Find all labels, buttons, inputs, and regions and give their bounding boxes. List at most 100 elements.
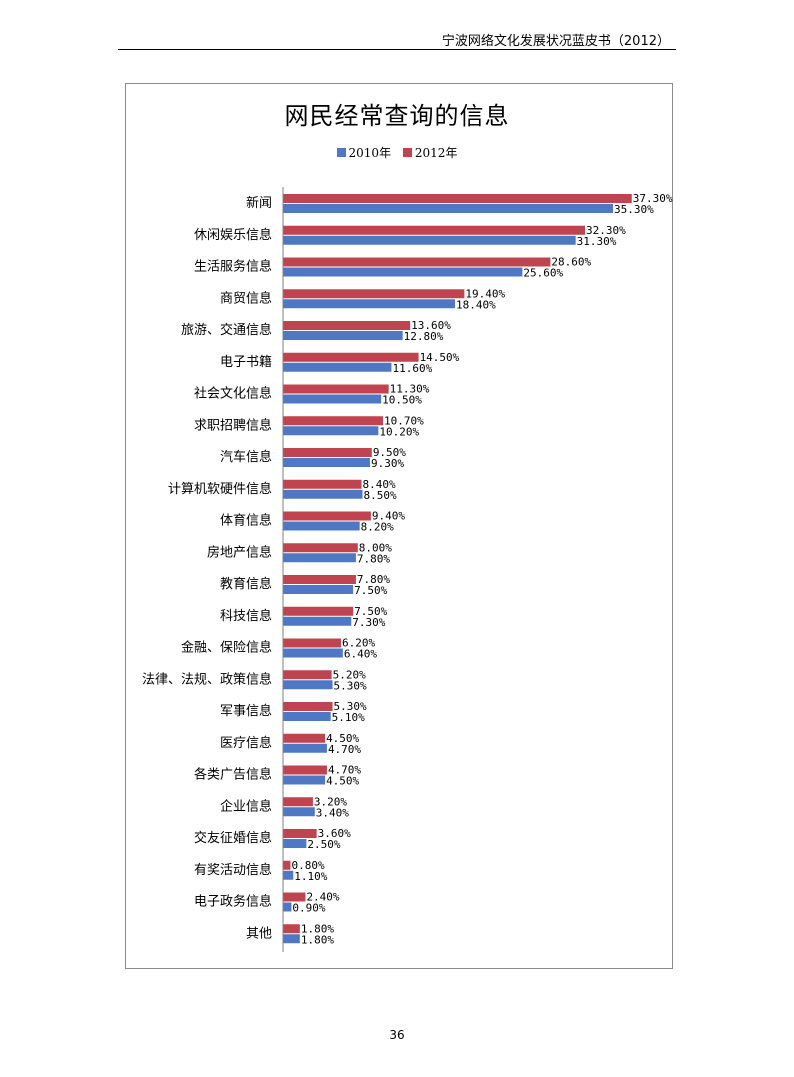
data-label-2010-cat-17: 4.70% [328,743,361,756]
running-header: 宁波网络文化发展状况蓝皮书（2012） [441,34,670,49]
data-label-2012-cat-22: 2.40% [306,891,339,904]
bar-2012-cat-22 [283,892,306,902]
bar-2012-cat-0 [283,194,632,203]
category-label-cat-16: 军事信息 [220,703,272,719]
data-label-2012-cat-14: 6.20% [342,637,375,650]
data-label-2012-cat-12: 7.80% [357,573,390,586]
bar-2012-cat-15 [283,670,332,680]
chart-frame [125,83,673,969]
legend-item-2010: 2010年 [336,144,392,161]
bar-2010-cat-2 [283,267,523,277]
bar-2010-cat-21 [283,870,294,880]
data-label-2012-cat-0: 37.30% [633,192,673,205]
bar-2010-cat-15 [283,680,333,690]
data-label-2010-cat-22: 0.90% [292,902,325,915]
data-label-2012-cat-19: 3.20% [314,795,347,808]
data-label-2010-cat-9: 8.50% [363,489,396,502]
category-label-cat-0: 新闻 [246,195,272,211]
bar-2010-cat-19 [283,807,315,817]
bar-2012-cat-12 [283,575,356,584]
category-label-cat-14: 金融、保险信息 [181,640,272,656]
data-label-2010-cat-4: 12.80% [404,330,444,343]
bar-2012-cat-21 [283,860,291,870]
category-label-cat-9: 计算机软硬件信息 [168,481,272,497]
bar-2010-cat-17 [283,743,327,753]
bar-2010-cat-23 [283,934,300,944]
data-label-2012-cat-15: 5.20% [333,668,366,681]
data-label-2010-cat-20: 2.50% [307,838,340,851]
category-label-cat-3: 商贸信息 [220,290,272,306]
data-label-2012-cat-18: 4.70% [328,764,361,777]
bar-2012-cat-1 [283,225,586,235]
data-label-2012-cat-23: 1.80% [301,922,334,935]
chart-legend: 2010年 2012年 [0,144,794,161]
bar-2010-cat-14 [283,648,343,658]
bar-2012-cat-13 [283,606,354,616]
bar-2010-cat-4 [283,331,403,340]
category-label-cat-21: 有奖活动信息 [194,862,272,878]
chart-title: 网民经常查询的信息 [284,102,510,130]
bar-2010-cat-5 [283,362,392,372]
category-label-cat-11: 房地产信息 [207,544,272,560]
bar-2012-cat-17 [283,733,326,743]
bar-2010-cat-16 [283,712,331,721]
bar-2010-cat-10 [283,521,360,531]
data-label-2010-cat-12: 7.50% [354,584,387,597]
legend-swatch-2012 [402,148,412,157]
data-label-2012-cat-1: 32.30% [586,224,626,237]
data-label-2012-cat-4: 13.60% [411,319,451,332]
data-label-2010-cat-23: 1.80% [301,933,334,946]
bar-2012-cat-19 [283,797,313,807]
bar-2012-cat-16 [283,702,333,711]
bar-2012-cat-3 [283,289,465,299]
data-label-2010-cat-0: 35.30% [614,203,654,216]
data-label-2012-cat-10: 9.40% [372,510,405,523]
legend-item-2012: 2012年 [402,144,458,161]
data-label-2010-cat-14: 6.40% [344,648,377,661]
bar-2010-cat-0 [283,204,614,213]
data-label-2012-cat-11: 8.00% [359,541,392,554]
data-label-2012-cat-20: 3.60% [318,827,351,840]
category-label-cat-19: 企业信息 [220,798,272,814]
bar-2012-cat-9 [283,479,362,489]
data-label-2010-cat-18: 4.50% [326,775,359,788]
data-label-2012-cat-8: 9.50% [373,446,406,459]
bar-2010-cat-18 [283,775,326,785]
bar-2012-cat-14 [283,638,341,648]
data-label-2012-cat-9: 8.40% [363,478,396,491]
category-label-cat-18: 各类广告信息 [194,767,272,783]
bar-2012-cat-4 [283,321,411,330]
data-label-2012-cat-17: 4.50% [326,732,359,745]
bar-2010-cat-20 [283,839,307,848]
category-label-cat-10: 体育信息 [220,513,272,529]
data-label-2012-cat-13: 7.50% [354,605,387,618]
data-label-2012-cat-16: 5.30% [334,700,367,713]
category-label-cat-7: 求职招聘信息 [194,417,272,433]
data-label-2010-cat-6: 10.50% [382,394,422,407]
data-label-2012-cat-6: 11.30% [390,383,430,396]
legend-swatch-2010 [336,148,346,157]
data-label-2012-cat-5: 14.50% [420,351,460,364]
data-label-2010-cat-3: 18.40% [456,298,496,311]
data-label-2010-cat-21: 1.10% [294,870,327,883]
category-label-cat-17: 医疗信息 [220,735,272,751]
bar-2012-cat-7 [283,416,384,426]
data-label-2010-cat-5: 11.60% [392,362,432,375]
bar-2012-cat-18 [283,765,327,775]
header-rule [118,49,676,50]
bar-2010-cat-8 [283,458,370,467]
data-label-2010-cat-1: 31.30% [577,235,617,248]
data-label-2012-cat-3: 19.40% [465,287,505,300]
bar-2010-cat-22 [283,902,292,912]
data-label-2010-cat-10: 8.20% [361,521,394,534]
bar-2012-cat-5 [283,352,419,362]
data-label-2012-cat-7: 10.70% [384,414,424,427]
legend-label-2012: 2012年 [414,146,458,160]
data-label-2010-cat-16: 5.10% [332,711,365,724]
bar-2010-cat-1 [283,235,576,245]
legend-label-2010: 2010年 [348,146,392,160]
data-label-2012-cat-21: 0.80% [291,859,324,872]
category-label-cat-22: 电子政务信息 [194,894,272,910]
category-label-cat-5: 电子书籍 [220,354,272,370]
